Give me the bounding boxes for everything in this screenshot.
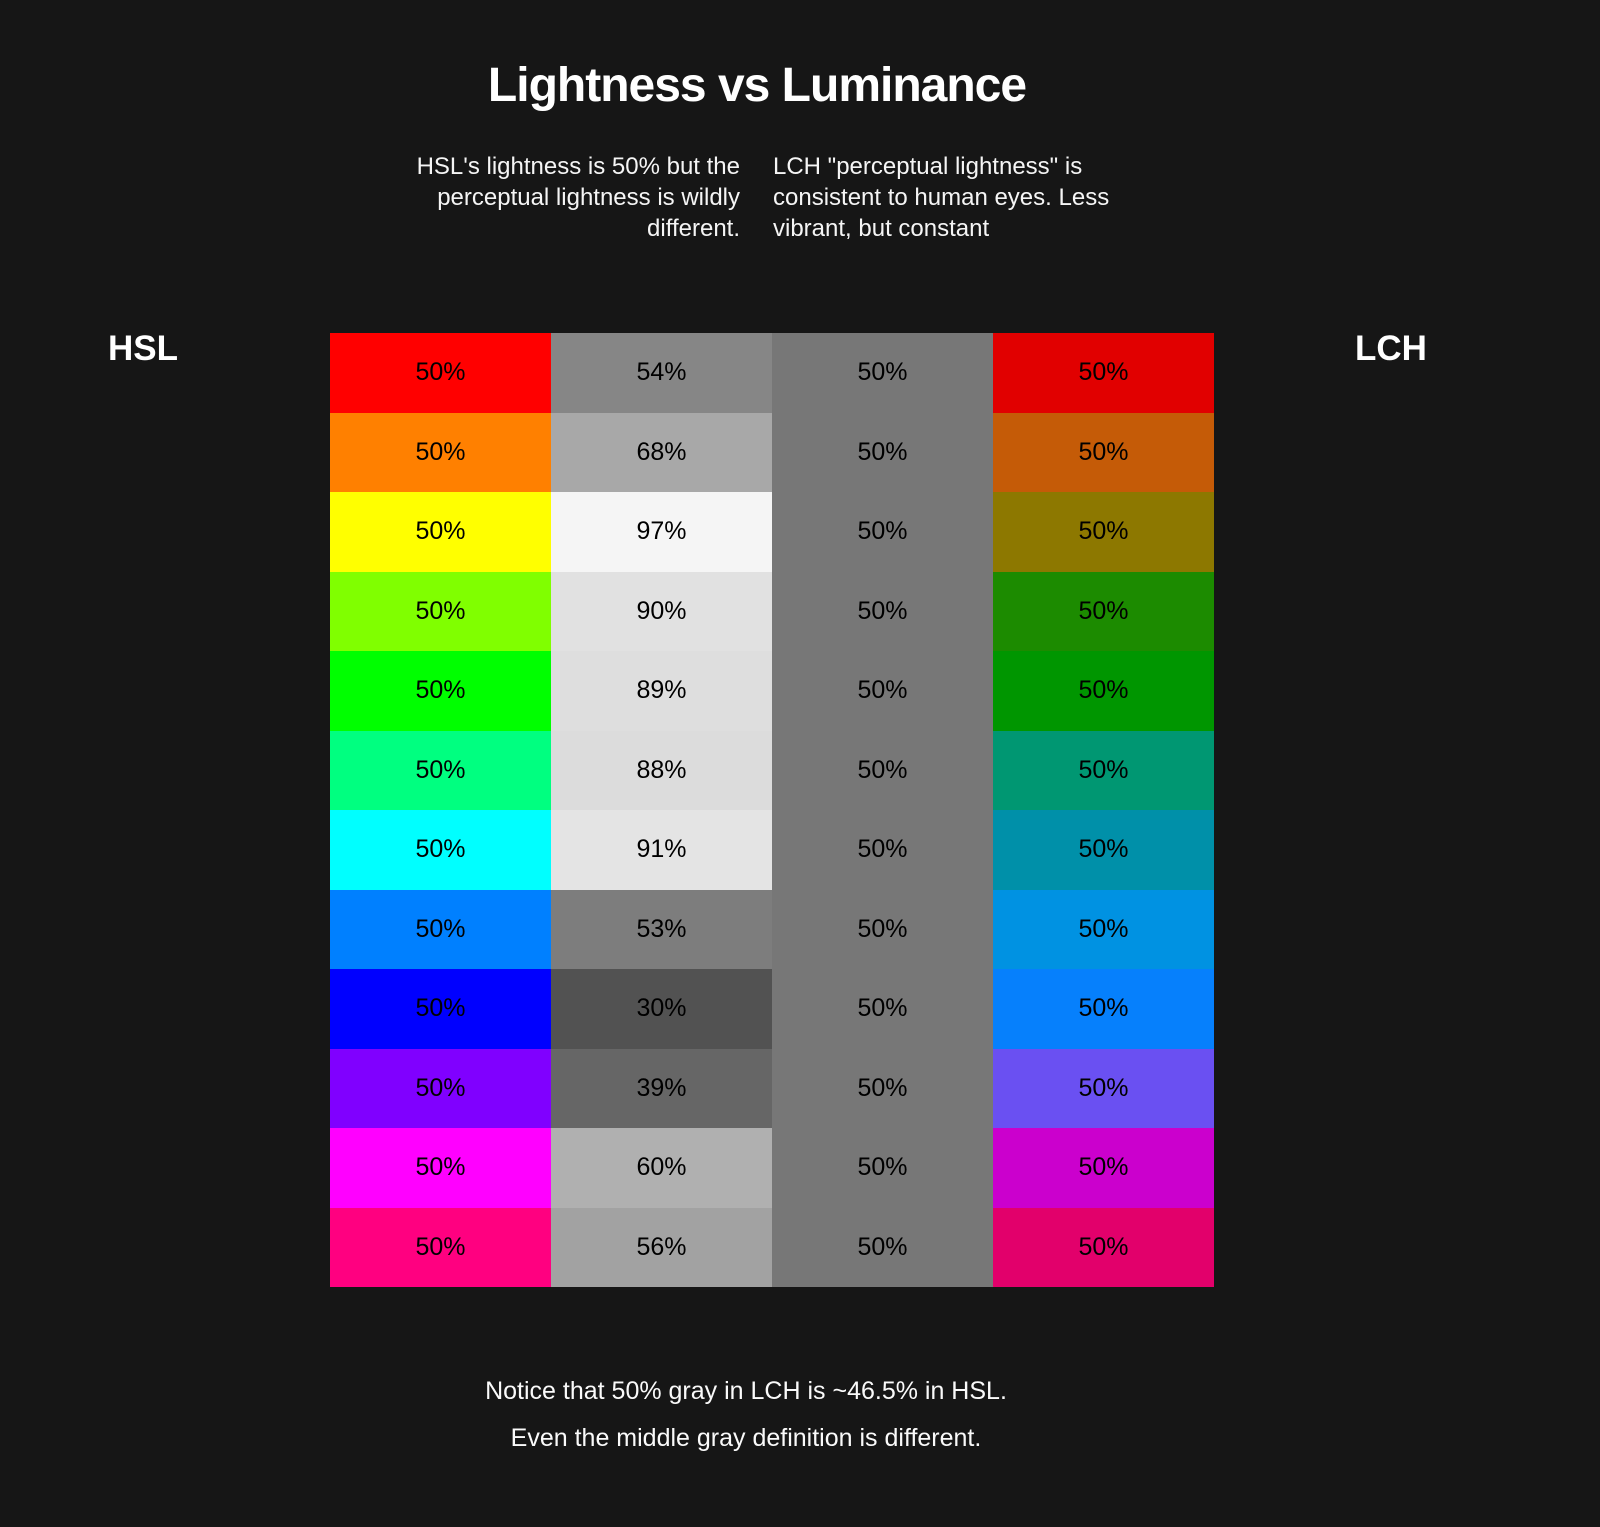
- footnote-middle-gray: Even the middle gray definition is diffe…: [510, 1424, 982, 1452]
- swatch-hsl-color-chartreuse: 50%: [330, 571, 551, 651]
- swatch-hsl-color-blue: 50%: [330, 969, 551, 1049]
- swatch-lch-gray-yellow: 50%: [772, 492, 993, 572]
- swatch-lch-color-orange: 50%: [993, 412, 1214, 492]
- swatch-lch-gray-cyan: 50%: [772, 810, 993, 890]
- swatch-lch-color-green: 50%: [993, 651, 1214, 731]
- swatch-lch-gray-blue: 50%: [772, 969, 993, 1049]
- swatch-lch-color-magenta: 50%: [993, 1128, 1214, 1208]
- swatch-hsl-luminance-chartreuse: 90%: [551, 571, 772, 651]
- swatch-hsl-luminance-green: 89%: [551, 651, 772, 731]
- swatch-lch-gray-spring-green: 50%: [772, 730, 993, 810]
- swatch-hsl-luminance-orange: 68%: [551, 412, 772, 492]
- swatch-hsl-color-magenta: 50%: [330, 1128, 551, 1208]
- swatch-hsl-luminance-spring-green: 88%: [551, 730, 772, 810]
- lch-column-label: LCH: [1355, 329, 1427, 368]
- footnote-gray-equivalence: Notice that 50% gray in LCH is ~46.5% in…: [485, 1377, 1007, 1405]
- swatch-hsl-luminance-blue: 30%: [551, 969, 772, 1049]
- comparison-grid: 50% 54% 50% 50% 50% 68% 50% 50% 50% 97% 50% 50% 50% 9…: [330, 333, 1214, 1287]
- swatch-hsl-luminance-yellow: 97%: [551, 492, 772, 572]
- swatch-lch-color-rose: 50%: [993, 1207, 1214, 1287]
- swatch-lch-color-chartreuse: 50%: [993, 571, 1214, 651]
- swatch-lch-gray-magenta: 50%: [772, 1128, 993, 1208]
- page-title: Lightness vs Luminance: [487, 59, 1027, 112]
- swatch-lch-gray-green: 50%: [772, 651, 993, 731]
- swatch-hsl-luminance-azure: 53%: [551, 889, 772, 969]
- swatch-hsl-color-orange: 50%: [330, 412, 551, 492]
- swatch-hsl-color-yellow: 50%: [330, 492, 551, 572]
- swatch-lch-color-blue: 50%: [993, 969, 1214, 1049]
- swatch-hsl-color-spring-green: 50%: [330, 730, 551, 810]
- swatch-lch-gray-azure: 50%: [772, 889, 993, 969]
- swatch-lch-gray-chartreuse: 50%: [772, 571, 993, 651]
- swatch-hsl-color-azure: 50%: [330, 889, 551, 969]
- swatch-hsl-color-violet: 50%: [330, 1048, 551, 1128]
- swatch-hsl-luminance-violet: 39%: [551, 1048, 772, 1128]
- hsl-description: HSL's lightness is 50% but the perceptua…: [416, 153, 740, 242]
- lch-description: LCH "perceptual lightness" is consistent…: [773, 153, 1110, 242]
- swatch-hsl-color-red: 50%: [330, 333, 551, 413]
- swatch-lch-color-spring-green: 50%: [993, 730, 1214, 810]
- swatch-hsl-luminance-red: 54%: [551, 333, 772, 413]
- swatch-hsl-color-green: 50%: [330, 651, 551, 731]
- swatch-lch-color-azure: 50%: [993, 889, 1214, 969]
- swatch-hsl-luminance-rose: 56%: [551, 1207, 772, 1287]
- swatch-hsl-luminance-magenta: 60%: [551, 1128, 772, 1208]
- swatch-lch-gray-rose: 50%: [772, 1207, 993, 1287]
- swatch-lch-gray-violet: 50%: [772, 1048, 993, 1128]
- swatch-hsl-luminance-cyan: 91%: [551, 810, 772, 890]
- swatch-lch-color-cyan: 50%: [993, 810, 1214, 890]
- swatch-lch-color-red: 50%: [993, 333, 1214, 413]
- swatch-lch-gray-orange: 50%: [772, 412, 993, 492]
- swatch-lch-gray-red: 50%: [772, 333, 993, 413]
- hsl-column-label: HSL: [108, 329, 178, 368]
- swatch-lch-color-violet: 50%: [993, 1048, 1214, 1128]
- swatch-hsl-color-rose: 50%: [330, 1207, 551, 1287]
- footnotes: Notice that 50% gray in LCH is ~46.5% in…: [346, 1378, 1146, 1472]
- swatch-hsl-color-cyan: 50%: [330, 810, 551, 890]
- swatch-lch-color-yellow: 50%: [993, 492, 1214, 572]
